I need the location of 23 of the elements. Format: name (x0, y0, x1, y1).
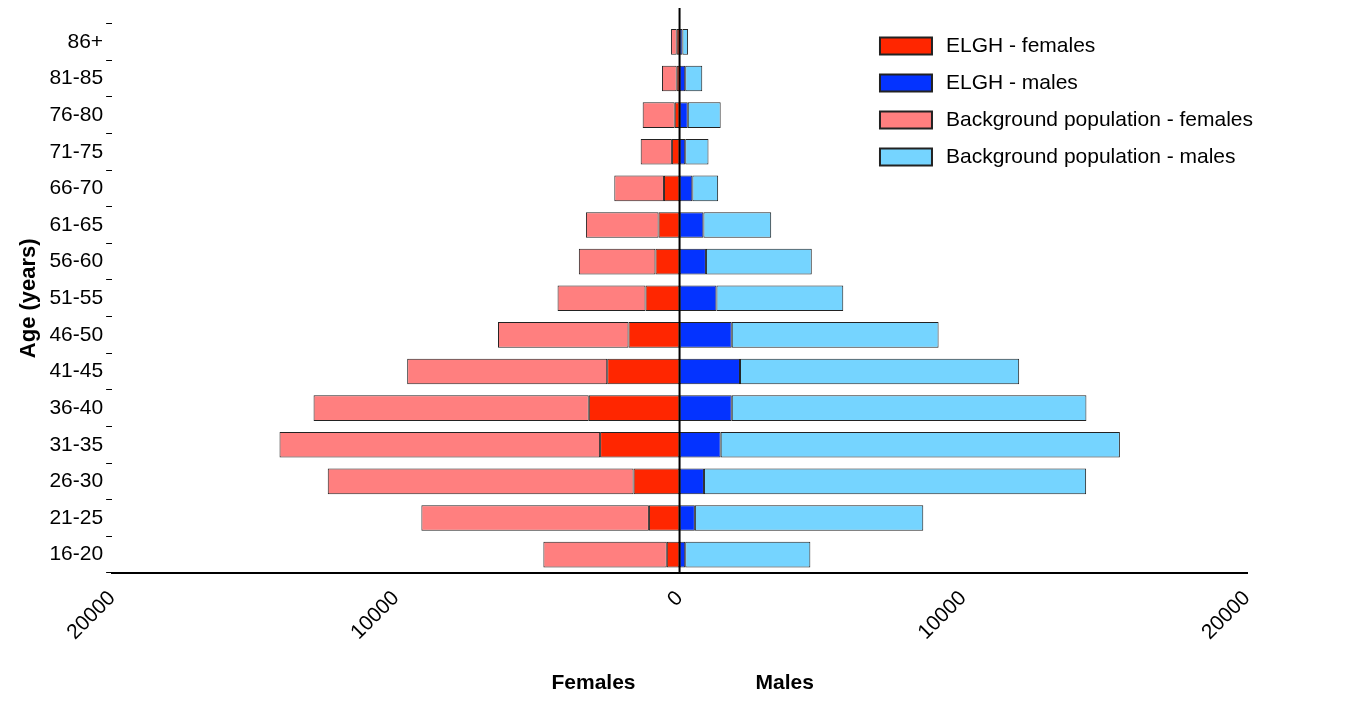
y-tick-label: 26-30 (49, 468, 104, 492)
y-tick-label: 66-70 (49, 175, 104, 199)
y-tick-label: 46-50 (49, 321, 104, 345)
y-tick-label: 16-20 (49, 541, 104, 565)
legend-label: ELGH - females (945, 33, 1096, 57)
y-tick-label: 76-80 (49, 101, 104, 125)
text: Females (551, 670, 636, 694)
y-tick-label: 71-75 (49, 138, 104, 162)
x-tick-label: 0 (661, 585, 687, 610)
legend-label: ELGH - males (945, 70, 1078, 94)
y-tick-label: 56-60 (49, 248, 104, 272)
y-tick-label: 51-55 (49, 285, 104, 309)
y-tick-label: 36-40 (49, 394, 104, 418)
y-tick-label: 81-85 (49, 65, 104, 89)
legend-label: Background population - females (945, 107, 1254, 131)
y-tick-label: 61-65 (49, 211, 104, 235)
y-tick-label: 86+ (67, 28, 104, 52)
text: Males (755, 670, 814, 694)
y-tick-label: 31-35 (49, 431, 104, 455)
y-axis-title: Age (years) (15, 238, 41, 359)
legend-label: Background population - males (945, 144, 1236, 168)
y-tick-label: 41-45 (49, 358, 104, 382)
y-tick-label: 21-25 (49, 504, 104, 528)
